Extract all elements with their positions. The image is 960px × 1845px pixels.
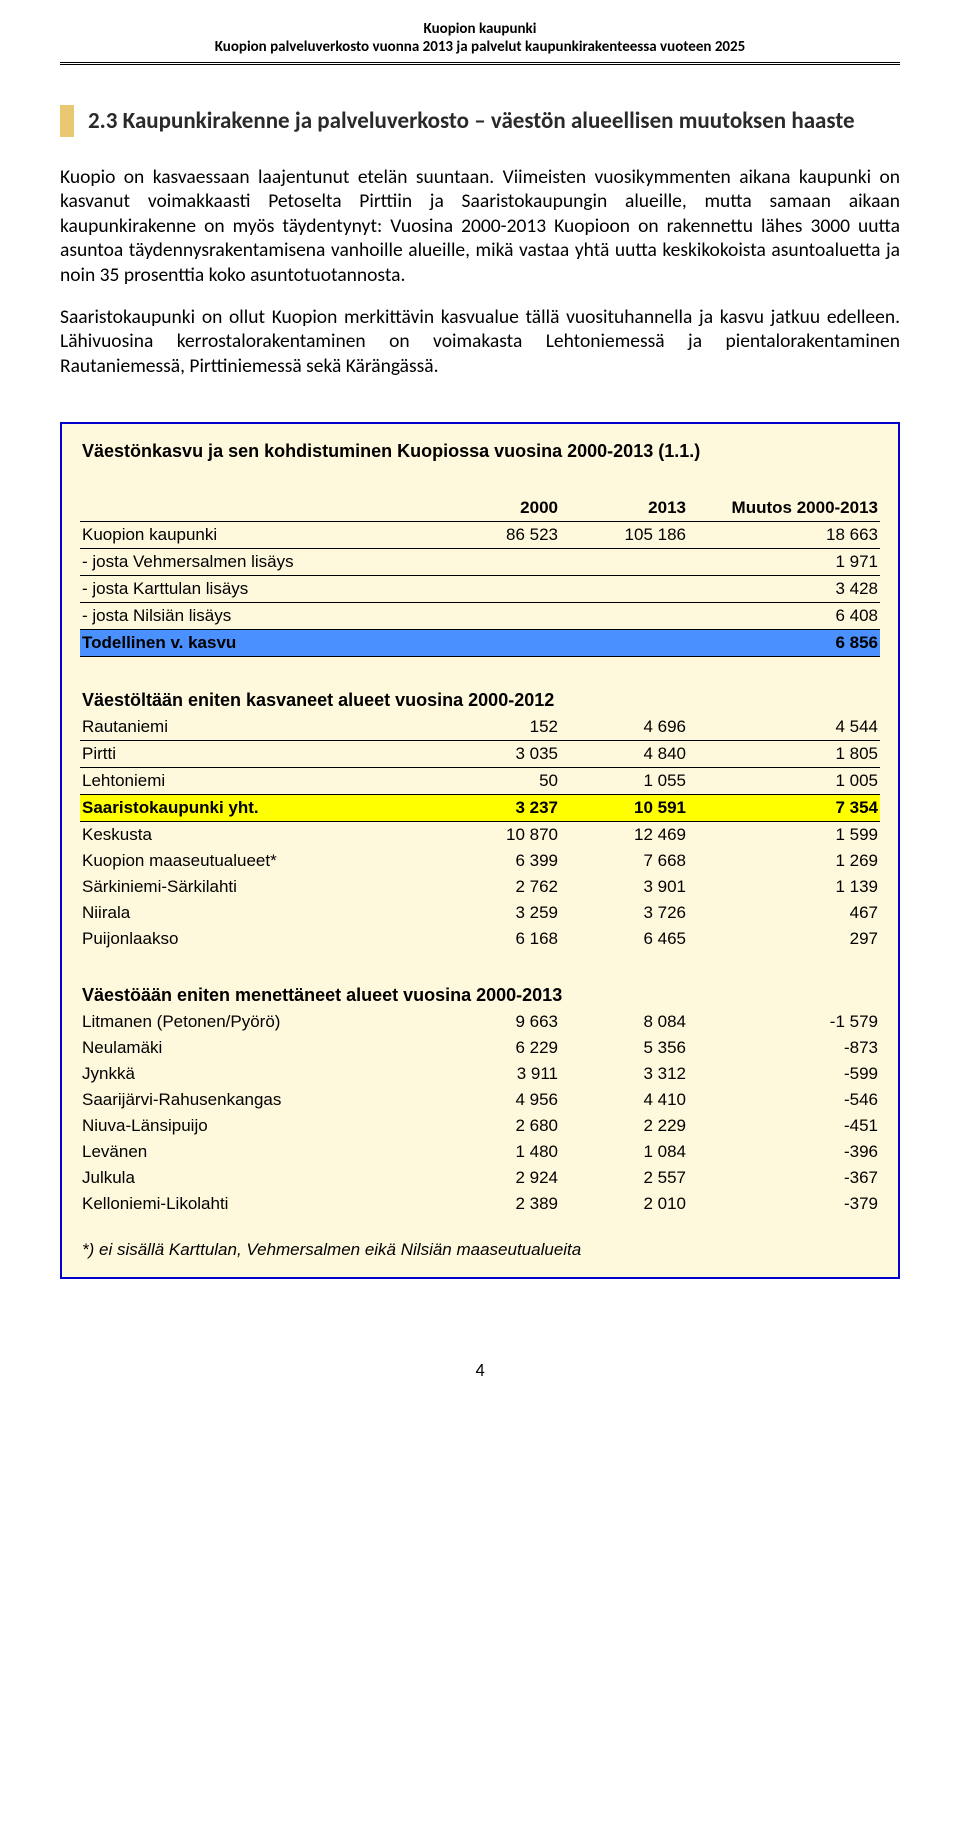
- table-row: Levänen1 4801 084-396: [80, 1139, 880, 1165]
- header-rule: [60, 62, 900, 65]
- row-saaristo: Saaristokaupunki yht. 3 237 10 591 7 354: [80, 794, 880, 821]
- table-row: Rautaniemi1524 6964 544: [80, 714, 880, 741]
- header-line-1: Kuopion kaupunki: [60, 20, 900, 38]
- table-row: Jynkkä3 9113 312-599: [80, 1061, 880, 1087]
- page: Kuopion kaupunki Kuopion palveluverkosto…: [0, 0, 960, 1411]
- lost-title: Väestöään eniten menettäneet alueet vuos…: [80, 982, 880, 1009]
- table-row: Pirtti3 0354 8401 805: [80, 740, 880, 767]
- table-row: Niirala3 2593 726467: [80, 900, 880, 926]
- table-footnote: *) ei sisällä Karttulan, Vehmersalmen ei…: [80, 1237, 880, 1263]
- table-row: Kuopion maaseutualueet*6 3997 6681 269: [80, 848, 880, 874]
- row-karttula: - josta Karttulan lisäys 3 428: [80, 576, 880, 603]
- table-row: Niuva-Länsipuijo2 6802 229-451: [80, 1113, 880, 1139]
- table-row: Litmanen (Petonen/Pyörö)9 6638 084-1 579: [80, 1009, 880, 1035]
- population-table: Väestönkasvu ja sen kohdistuminen Kuopio…: [80, 438, 880, 1263]
- col-change: Muutos 2000-2013: [688, 495, 880, 522]
- col-2000: 2000: [432, 495, 560, 522]
- row-todellinen: Todellinen v. kasvu 6 856: [80, 630, 880, 657]
- section-heading-wrap: 2.3 Kaupunkirakenne ja palveluverkosto –…: [60, 105, 900, 137]
- table-row: Lehtoniemi501 0551 005: [80, 767, 880, 794]
- table-row: Särkiniemi-Särkilahti2 7623 9011 139: [80, 874, 880, 900]
- table-row: Julkula2 9242 557-367: [80, 1165, 880, 1191]
- header-line-2: Kuopion palveluverkosto vuonna 2013 ja p…: [60, 38, 900, 56]
- row-kuopio: Kuopion kaupunki 86 523 105 186 18 663: [80, 522, 880, 549]
- table-row: Neulamäki6 2295 356-873: [80, 1035, 880, 1061]
- col-2013: 2013: [560, 495, 688, 522]
- page-number: 4: [60, 1359, 900, 1381]
- grown-title: Väestöltään eniten kasvaneet alueet vuos…: [80, 687, 880, 714]
- row-vehmersalmi: - josta Vehmersalmen lisäys 1 971: [80, 549, 880, 576]
- table-row: Kelloniemi-Likolahti2 3892 010-379: [80, 1191, 880, 1217]
- row-nilsia: - josta Nilsiän lisäys 6 408: [80, 603, 880, 630]
- section-heading: 2.3 Kaupunkirakenne ja palveluverkosto –…: [88, 107, 900, 135]
- population-table-box: Väestönkasvu ja sen kohdistuminen Kuopio…: [60, 422, 900, 1279]
- table-row: Saarijärvi-Rahusenkangas4 9564 410-546: [80, 1087, 880, 1113]
- paragraph-2: Saaristokaupunki on ollut Kuopion merkit…: [60, 305, 900, 378]
- table-row: Puijonlaakso6 1686 465297: [80, 926, 880, 952]
- table-title: Väestönkasvu ja sen kohdistuminen Kuopio…: [80, 438, 880, 465]
- column-header-row: 2000 2013 Muutos 2000-2013: [80, 495, 880, 522]
- document-header: Kuopion kaupunki Kuopion palveluverkosto…: [60, 20, 900, 56]
- table-row: Keskusta10 87012 4691 599: [80, 821, 880, 848]
- paragraph-1: Kuopio on kasvaessaan laajentunut etelän…: [60, 165, 900, 287]
